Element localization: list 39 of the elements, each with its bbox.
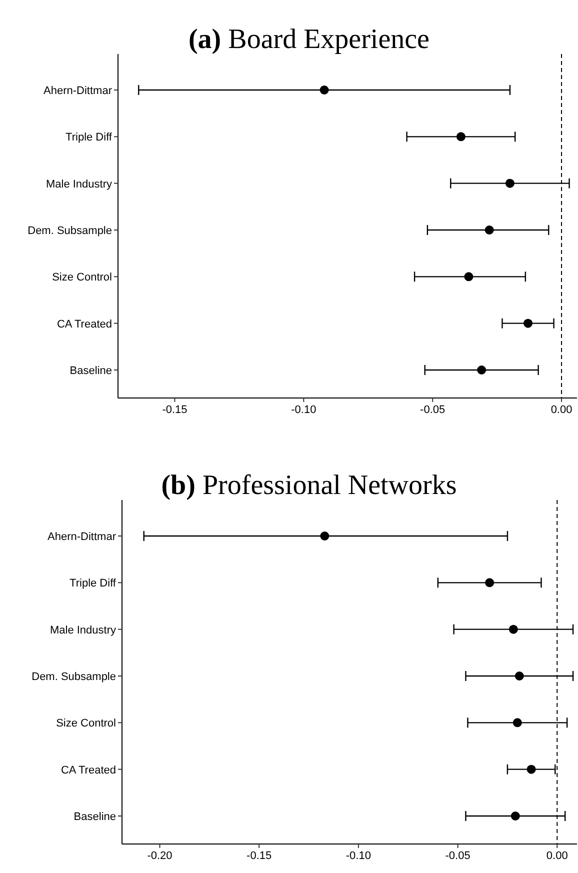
y-tick-label: Ahern-Dittmar <box>44 85 112 97</box>
point <box>526 764 536 774</box>
chart-title: (b) Professional Networks <box>161 470 457 501</box>
point <box>477 366 486 374</box>
x-tick-label: 0.00 <box>550 404 572 416</box>
y-tick-label: Size Control <box>56 718 116 730</box>
y-tick-label: Size Control <box>52 272 112 284</box>
y-tick-label: CA Treated <box>56 318 112 330</box>
x-tick-label: -0.05 <box>445 850 470 862</box>
x-tick-label: -0.20 <box>147 850 172 862</box>
x-tick-label: -0.10 <box>291 404 316 416</box>
x-tick-label: 0.00 <box>546 850 568 862</box>
y-tick-label: Dem. Subsample <box>32 671 116 683</box>
point <box>320 532 330 540</box>
x-tick-label: -0.10 <box>346 850 371 862</box>
chart-title: (a) Board Experience <box>188 24 430 55</box>
x-tick-label: -0.05 <box>420 404 446 416</box>
point <box>524 318 533 328</box>
y-tick-label: Male Industry <box>46 178 112 190</box>
y-tick-label: Ahern-Dittmar <box>48 531 116 543</box>
point <box>508 624 518 634</box>
y-tick-label: Baseline <box>70 365 112 377</box>
point <box>512 718 522 728</box>
point <box>514 672 524 680</box>
point <box>510 812 520 820</box>
x-tick-label: -0.15 <box>162 404 188 416</box>
y-tick-label: Triple Diff <box>66 132 113 144</box>
y-tick-label: Baseline <box>74 811 116 823</box>
y-tick-label: CA Treated <box>60 764 116 776</box>
y-tick-label: Triple Diff <box>70 578 117 590</box>
x-tick-label: -0.15 <box>246 850 272 862</box>
y-tick-label: Male Industry <box>50 624 116 636</box>
point <box>485 578 494 588</box>
point <box>464 272 474 282</box>
point <box>456 132 466 142</box>
point <box>320 86 329 94</box>
y-tick-label: Dem. Subsample <box>28 225 112 237</box>
point <box>505 178 514 188</box>
point <box>484 226 494 234</box>
